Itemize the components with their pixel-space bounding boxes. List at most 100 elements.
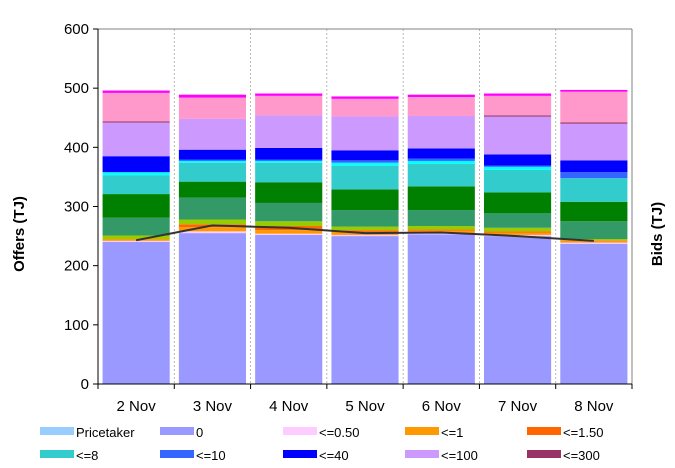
legend-swatch [160,427,194,435]
bar-segment [407,186,475,211]
x-tick-label: 8 Nov [574,398,614,415]
bar-segment [484,232,552,235]
bids-line [135,224,594,242]
bar-segment [102,240,170,242]
bar-segment [560,221,628,240]
bar-segment [102,122,170,157]
bar-segment [255,162,323,183]
bar-segment [484,115,552,117]
legend-label: <=300 [563,448,600,463]
x-tick-label: 7 Nov [498,398,538,415]
legend-label: <=40 [319,448,349,463]
y-tick-label: 300 [64,199,89,216]
bar-segment [255,230,323,234]
legend-swatch [160,450,194,458]
x-tick-labels: 2 Nov 3 Nov 4 Nov 5 Nov 6 Nov 7 Nov 8 Nov [97,384,633,415]
bids-line-path [135,224,594,242]
bar-segment [255,93,323,96]
bar-segment [331,165,399,190]
legend-label: <=8 [76,448,98,463]
bar-segment [255,221,323,227]
bar-segment [102,121,170,123]
bar-segment [255,95,323,116]
bar-segment [102,175,170,195]
legend-label: 0 [196,425,203,440]
legend-item: <=8 [40,448,98,463]
bar-segment [255,233,323,235]
legend-swatch [40,450,74,458]
y-tick-label: 500 [64,80,89,97]
bar-segment [560,172,628,179]
bar-segment [484,165,552,167]
bar-segment [178,118,246,150]
bar-segment [407,97,475,116]
bar-segment [484,93,552,96]
bar-segment [178,227,246,232]
bar-segment [560,122,628,124]
bar-segment [178,162,246,182]
bar-segment [178,219,246,225]
bar-segment [102,172,170,176]
legend-swatch [283,427,317,435]
legend-label: Pricetaker [76,425,135,440]
bar-segment [560,89,628,92]
bar-segment [178,94,246,98]
bar-segment [102,92,170,122]
y-tick-label: 100 [64,317,89,334]
bar-segment [331,236,399,384]
bar-segment [484,116,552,155]
bar-segment [331,116,399,151]
bar-segment [407,226,475,230]
bar-segment [331,230,399,232]
bar-segment [484,213,552,228]
bar-segment [560,242,628,244]
bar-segment [255,202,323,222]
legend-label: <=0.50 [319,425,360,440]
vertical-gridlines [173,29,557,384]
bar-segment [407,163,475,187]
bar-segment [407,160,475,164]
legend-swatch [405,450,439,458]
bar-segment [560,123,628,161]
legend-swatch [40,427,74,435]
bar-segment [331,96,399,99]
legend-item: Pricetaker [40,425,135,440]
bar-segment [102,217,170,236]
bar-segment [331,189,399,211]
bar-segment [484,154,552,166]
bar-stack [484,93,552,384]
bar-segment [255,182,323,203]
bar-segment [178,197,246,220]
y-tick-label: 0 [81,376,89,393]
bar-stack [560,89,628,384]
bar-segment [407,158,475,161]
bar-segment [178,231,246,234]
bar-segment [178,159,246,161]
bar-segment [484,236,552,384]
bar-segment [560,178,628,202]
y-tick-label: 400 [64,139,89,156]
bar-segment [102,90,170,93]
bar-segment [255,234,323,384]
x-tick-label: 3 Nov [193,398,233,415]
bar-segment [255,160,323,163]
legend-swatch [283,450,317,458]
legend-item: <=10 [160,448,226,463]
bar-segment [331,160,399,163]
bar-segment [331,210,399,227]
bar-segment [560,201,628,222]
bar-stack [178,94,246,384]
bar-stack [102,90,170,384]
bar-segment [484,192,552,214]
bar-segment [178,97,246,119]
bar-segment [255,159,323,161]
y-tick-label: 600 [64,21,89,38]
x-tick-label: 6 Nov [422,398,462,415]
x-tick-label: 5 Nov [345,398,385,415]
y-tick-labels: 0 100 200 300 400 500 600 [64,21,98,393]
bar-segment [102,235,170,240]
bar-segment [102,194,170,218]
legend-item: <=100 [405,448,478,463]
bar-stack [255,93,323,384]
